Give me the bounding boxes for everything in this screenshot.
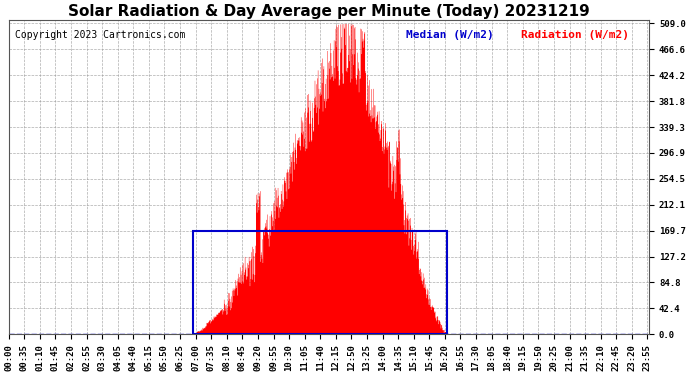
Text: Radiation (W/m2): Radiation (W/m2) (521, 30, 629, 40)
Text: Median (W/m2): Median (W/m2) (406, 30, 493, 40)
Bar (193, 231, 447, 334)
Text: Copyright 2023 Cartronics.com: Copyright 2023 Cartronics.com (15, 30, 186, 40)
Title: Solar Radiation & Day Average per Minute (Today) 20231219: Solar Radiation & Day Average per Minute… (68, 4, 590, 19)
